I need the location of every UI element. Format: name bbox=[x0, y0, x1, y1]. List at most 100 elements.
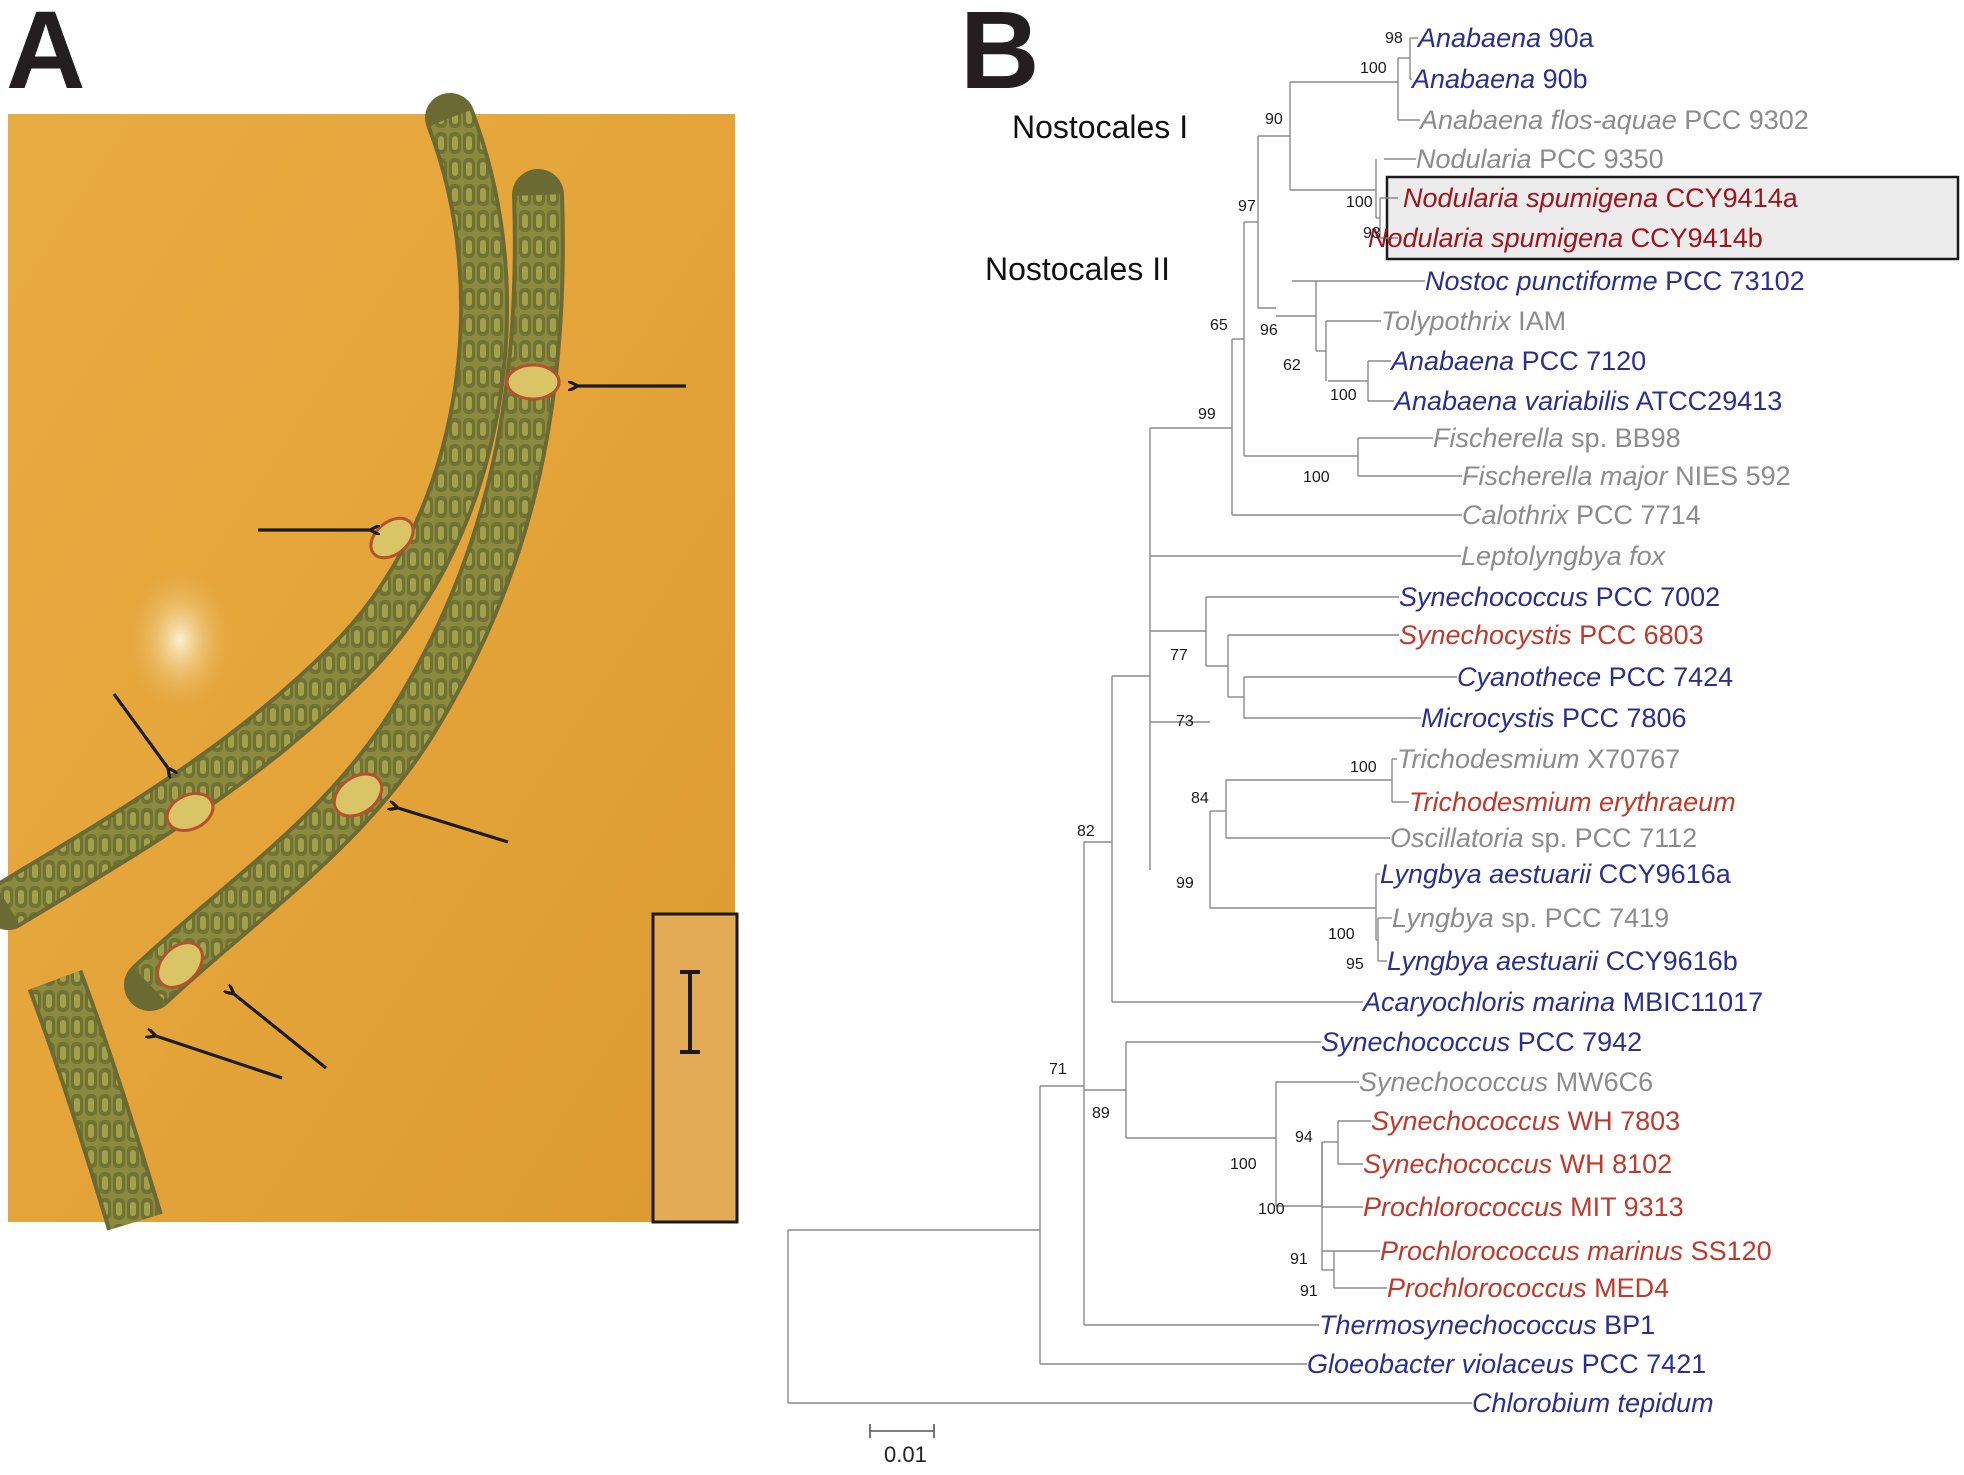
bootstrap-value: 89 bbox=[1092, 1105, 1110, 1122]
taxon-genus: Synechococcus bbox=[1399, 582, 1588, 612]
taxon-genus: Calothrix bbox=[1462, 500, 1570, 530]
heterocyst bbox=[505, 363, 561, 401]
taxon-genus: Tolypothrix bbox=[1381, 306, 1512, 336]
taxon-label: Thermosynechococcus BP1 bbox=[1319, 1310, 1655, 1340]
taxon-label: Synechococcus PCC 7002 bbox=[1399, 582, 1720, 612]
clade-label-nostocales-1: Nostocales I bbox=[1012, 109, 1188, 145]
taxon-genus: Thermosynechococcus bbox=[1319, 1310, 1597, 1340]
taxon-genus: Anabaena bbox=[1410, 64, 1535, 94]
taxon-genus: Nodularia spumigena bbox=[1403, 183, 1658, 213]
taxon-label: Synechococcus WH 7803 bbox=[1371, 1106, 1680, 1136]
taxon-label: Calothrix PCC 7714 bbox=[1462, 500, 1701, 530]
taxon-label: Cyanothece PCC 7424 bbox=[1457, 662, 1733, 692]
taxon-label: Synechococcus PCC 7942 bbox=[1321, 1027, 1642, 1057]
taxon-label: Oscillatoria sp. PCC 7112 bbox=[1390, 823, 1697, 853]
taxon-strain: MIT 9313 bbox=[1563, 1192, 1684, 1222]
scale-inset bbox=[651, 912, 739, 1224]
taxon-label: Nodularia spumigena CCY9414b bbox=[1368, 223, 1763, 253]
highlight-box bbox=[1385, 175, 1960, 261]
taxon-label: Prochlorococcus MED4 bbox=[1387, 1273, 1669, 1303]
taxon-genus: Gloeobacter violaceus bbox=[1307, 1349, 1574, 1379]
bootstrap-value: 94 bbox=[1295, 1129, 1313, 1146]
taxon-genus: Lyngbya aestuarii bbox=[1387, 946, 1599, 976]
taxon-genus: Leptolyngbya fox bbox=[1461, 541, 1667, 571]
taxon-label: Lyngbya sp. PCC 7419 bbox=[1392, 903, 1669, 933]
clade-label-nostocales-2: Nostocales II bbox=[985, 251, 1170, 287]
taxon-genus: Trichodesmium erythraeum bbox=[1409, 787, 1736, 817]
taxon-genus: Cyanothece bbox=[1457, 662, 1601, 692]
filament-1 bbox=[0, 93, 510, 930]
taxon-strain: PCC 7942 bbox=[1510, 1027, 1642, 1057]
taxon-genus: Nodularia bbox=[1416, 144, 1532, 174]
bootstrap-value: 65 bbox=[1210, 317, 1228, 334]
taxon-genus: Trichodesmium bbox=[1397, 744, 1580, 774]
bootstrap-value: 91 bbox=[1290, 1251, 1308, 1268]
taxon-label: Anabaena flos-aquae PCC 9302 bbox=[1418, 105, 1809, 135]
taxon-label: Synechocystis PCC 6803 bbox=[1399, 620, 1704, 650]
bootstrap-value: 100 bbox=[1230, 1156, 1257, 1173]
taxon-genus: Prochlorococcus bbox=[1387, 1273, 1587, 1303]
taxon-genus: Synechococcus bbox=[1359, 1067, 1548, 1097]
heterocyst bbox=[165, 792, 215, 832]
taxon-label: Trichodesmium erythraeum bbox=[1409, 787, 1736, 817]
heterocyst-arrows bbox=[112, 386, 686, 1080]
bootstrap-value: 73 bbox=[1176, 713, 1194, 730]
taxon-strain: CCY9616a bbox=[1591, 859, 1732, 889]
taxon-strain: CCY9414a bbox=[1658, 183, 1799, 213]
taxon-strain: sp. PCC 7112 bbox=[1524, 823, 1698, 853]
arrow bbox=[112, 693, 168, 768]
taxon-label: Acaryochloris marina MBIC11017 bbox=[1361, 987, 1763, 1017]
taxon-label: Tolypothrix IAM bbox=[1381, 306, 1566, 336]
bootstrap-value: 84 bbox=[1191, 790, 1209, 807]
tree-branches bbox=[787, 37, 1472, 1404]
taxon-strain: PCC 7120 bbox=[1514, 346, 1646, 376]
bootstrap-value: 82 bbox=[1077, 823, 1095, 840]
taxon-genus: Anabaena variabilis bbox=[1392, 386, 1630, 416]
taxon-strain: BP1 bbox=[1597, 1310, 1656, 1340]
taxon-strain: 90b bbox=[1535, 64, 1588, 94]
taxon-strain: SS120 bbox=[1683, 1236, 1772, 1266]
panel-label-b: B bbox=[960, 0, 1039, 112]
taxon-strain: PCC 73102 bbox=[1658, 266, 1805, 296]
bootstrap-value: 93 bbox=[1363, 225, 1381, 242]
taxon-strain: CCY9616b bbox=[1598, 946, 1738, 976]
bootstrap-value: 97 bbox=[1238, 198, 1256, 215]
taxon-genus: Oscillatoria bbox=[1390, 823, 1524, 853]
taxon-genus: Nodularia spumigena bbox=[1368, 223, 1623, 253]
taxon-strain: PCC 9302 bbox=[1677, 105, 1809, 135]
heterocyst bbox=[332, 772, 384, 818]
taxon-strain: PCC 7421 bbox=[1574, 1349, 1706, 1379]
taxon-strain: PCC 7806 bbox=[1555, 703, 1687, 733]
taxon-label: Lyngbya aestuarii CCY9616b bbox=[1387, 946, 1738, 976]
taxon-label: Microcystis PCC 7806 bbox=[1421, 703, 1687, 733]
taxon-label: Synechococcus MW6C6 bbox=[1359, 1067, 1653, 1097]
taxon-genus: Fischerella major bbox=[1462, 461, 1669, 491]
taxon-strain: NIES 592 bbox=[1668, 461, 1791, 491]
taxon-genus: Anabaena bbox=[1389, 346, 1514, 376]
taxon-genus: Anabaena flos-aquae bbox=[1418, 105, 1677, 135]
taxon-label: Nostoc punctiforme PCC 73102 bbox=[1425, 266, 1805, 296]
taxon-strain: PCC 9350 bbox=[1532, 144, 1664, 174]
taxon-strain: MBIC11017 bbox=[1615, 987, 1763, 1017]
arrow bbox=[234, 994, 328, 1070]
bootstrap-value: 99 bbox=[1198, 406, 1216, 423]
tree-scale-bar: 0.01 bbox=[869, 1424, 935, 1467]
taxon-strain: 90a bbox=[1541, 23, 1595, 53]
bootstrap-value: 100 bbox=[1360, 60, 1387, 77]
arrow bbox=[156, 1036, 283, 1080]
taxon-genus: Prochlorococcus marinus bbox=[1380, 1236, 1683, 1266]
bootstrap-value: 100 bbox=[1328, 926, 1355, 943]
heterocyst bbox=[369, 516, 415, 560]
taxon-strain: sp. PCC 7419 bbox=[1494, 903, 1670, 933]
taxon-strain: ATCC29413 bbox=[1630, 386, 1783, 416]
taxon-strain: PCC 7002 bbox=[1588, 582, 1720, 612]
taxon-label: Nodularia PCC 9350 bbox=[1416, 144, 1664, 174]
bootstrap-value: 71 bbox=[1049, 1061, 1067, 1078]
taxon-strain: X70767 bbox=[1580, 744, 1681, 774]
bootstrap-value: 99 bbox=[1176, 875, 1194, 892]
taxon-strain: MED4 bbox=[1587, 1273, 1670, 1303]
taxon-strain: WH 8102 bbox=[1552, 1149, 1672, 1179]
